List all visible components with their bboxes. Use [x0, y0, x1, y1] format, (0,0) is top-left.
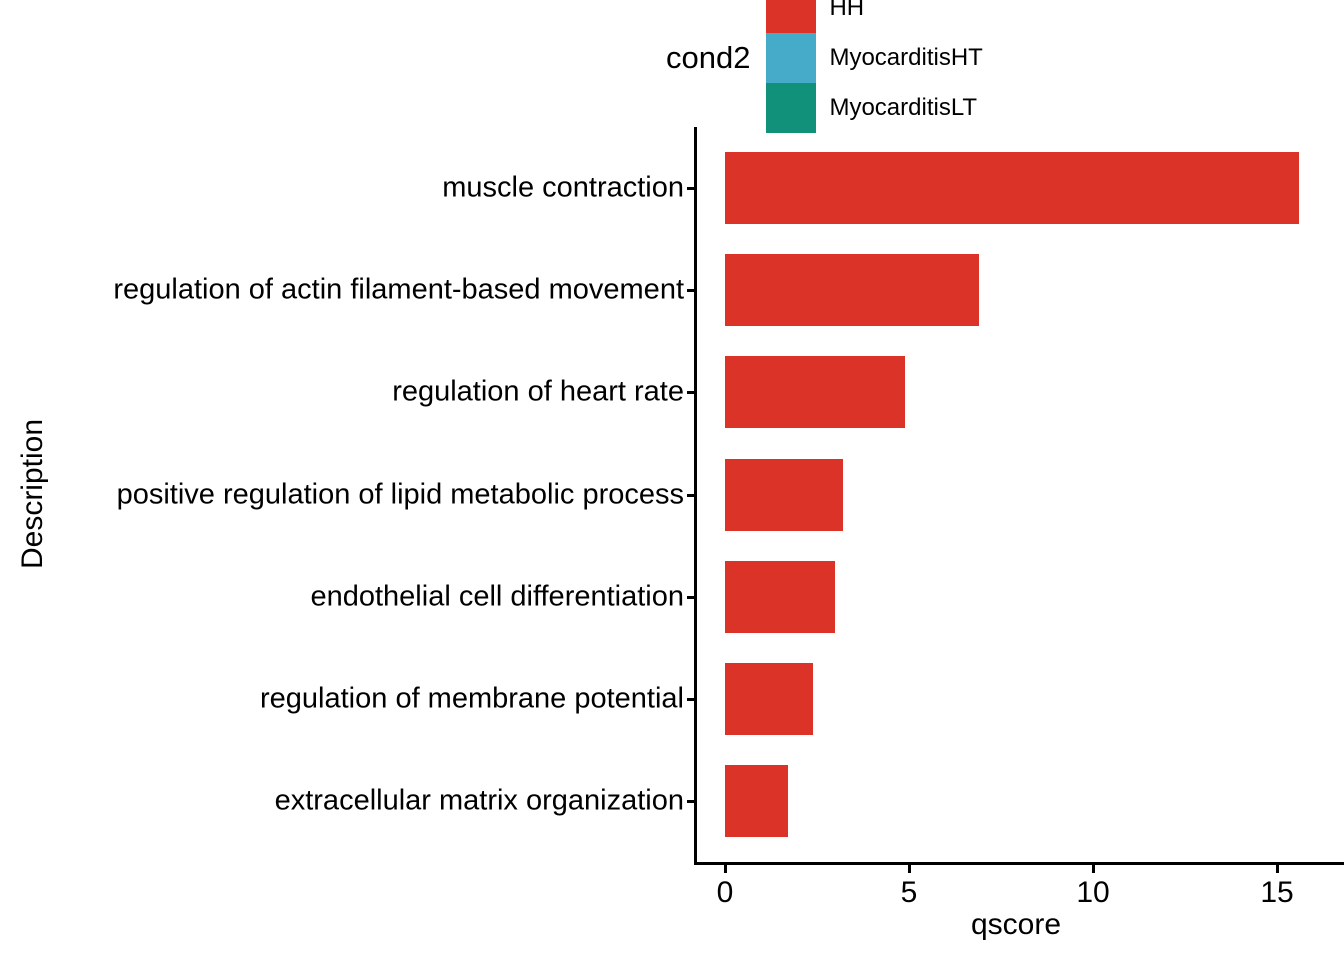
bar [725, 152, 1299, 224]
y-tick-label: regulation of heart rate [392, 375, 684, 408]
x-tick-mark [724, 865, 727, 873]
y-tick-label: endothelial cell differentiation [310, 580, 684, 613]
x-tick-label: 0 [716, 876, 734, 909]
legend-item-label: MyocarditisHT [829, 44, 983, 71]
y-tick-mark [687, 698, 695, 701]
legend-item: MyocarditisHT [766, 33, 983, 83]
legend-items: HH MyocarditisHT MyocarditisLT [766, 0, 1004, 133]
y-tick-label: regulation of membrane potential [260, 682, 684, 715]
y-tick-label: extracellular matrix organization [274, 784, 684, 817]
x-tick-label: 15 [1260, 876, 1294, 909]
x-axis-title: qscore [970, 908, 1062, 941]
y-tick-mark [687, 493, 695, 497]
legend-item-label: HH [829, 0, 865, 21]
bar [725, 356, 905, 429]
y-tick-label: positive regulation of lipid metabolic p… [116, 478, 684, 511]
x-tick-mark [908, 865, 911, 873]
y-tick-label: muscle contraction [442, 171, 684, 204]
bar [725, 458, 843, 531]
x-tick-mark [1276, 865, 1279, 873]
legend-item: HH [766, 0, 982, 33]
legend: cond2 HH MyocarditisHT MyocarditisLT [666, 0, 1005, 133]
legend-swatch-icon [766, 83, 817, 133]
legend-swatch-icon [766, 0, 817, 33]
y-tick-mark [687, 391, 695, 395]
legend-title: cond2 [666, 40, 751, 75]
bar [725, 663, 813, 735]
legend-item-label: MyocarditisLT [829, 94, 978, 121]
bar [725, 765, 788, 838]
y-tick-mark [687, 289, 695, 293]
y-tick-mark [687, 800, 695, 804]
bar [725, 254, 979, 327]
x-tick-mark [1092, 865, 1095, 873]
legend-item: MyocarditisLT [766, 83, 982, 133]
bar [725, 560, 835, 633]
x-axis-line [694, 862, 1344, 865]
x-tick-label: 5 [900, 876, 918, 909]
y-tick-mark [687, 595, 695, 599]
y-axis-line [694, 127, 697, 865]
x-tick-label: 10 [1076, 876, 1110, 909]
y-tick-label: regulation of actin filament-based movem… [113, 273, 684, 306]
y-tick-mark [687, 187, 695, 190]
legend-swatch-icon [766, 33, 817, 83]
